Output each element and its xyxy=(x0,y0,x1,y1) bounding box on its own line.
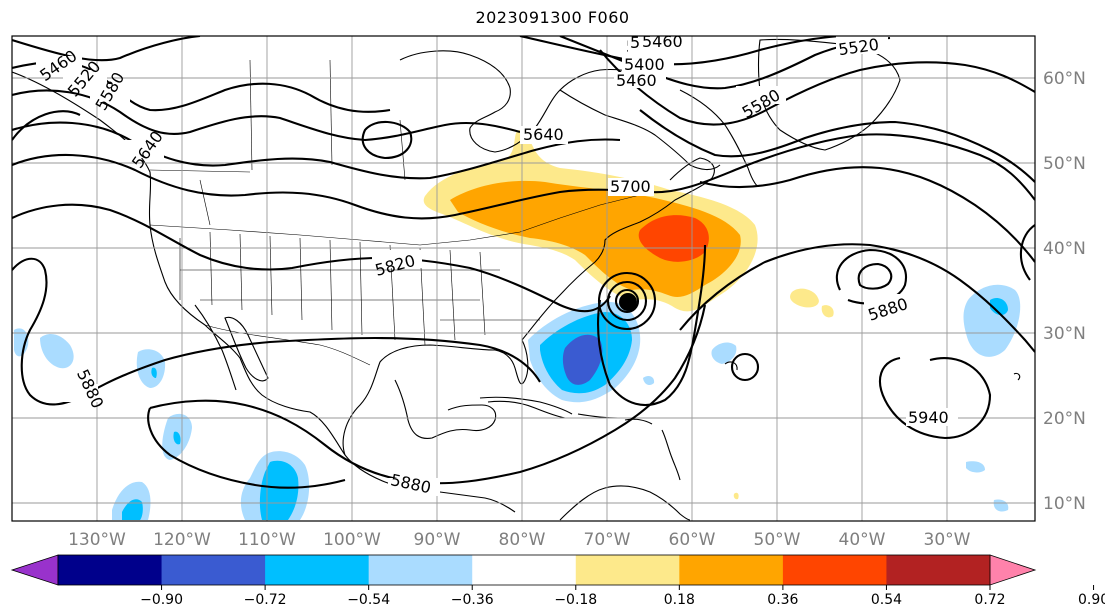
colorbar-cell xyxy=(575,555,680,585)
lon-label: 70°W xyxy=(584,530,631,550)
colorbar-extend-low xyxy=(10,554,59,586)
colorbar-frame xyxy=(57,554,991,586)
contour-label: 5940 xyxy=(908,408,949,427)
lon-label: 50°W xyxy=(754,530,801,550)
contour-label-group: 5460 5520 5580 5640 5700 5820 5880 5940 … xyxy=(36,32,958,497)
map-frame xyxy=(11,35,1036,522)
contour-label: 5460 xyxy=(616,71,657,90)
lat-label: 10°N xyxy=(1043,494,1086,514)
map-title: 2023091300 F060 xyxy=(475,8,630,27)
colorbar-tick-label: −0.72 xyxy=(244,592,287,608)
colorbar-tick-label: −0.90 xyxy=(140,592,183,608)
lon-label: 110°W xyxy=(238,530,296,550)
lon-label: 80°W xyxy=(499,530,546,550)
latitude-axis: 60°N 50°N 40°N 30°N 20°N 10°N xyxy=(1043,69,1086,514)
lat-label: 20°N xyxy=(1043,409,1086,429)
colorbar-tick-label: −0.54 xyxy=(347,592,390,608)
graticule xyxy=(12,36,1035,521)
contour-label: 5460 xyxy=(642,32,683,51)
colorbar: −0.90 −0.72 −0.54 −0.36 −0.18 0.18 0.36 0.54 0.7… xyxy=(10,554,1105,608)
colorbar-cell xyxy=(886,555,991,585)
colorbar-tick-label: 0.36 xyxy=(767,592,798,608)
lon-label: 120°W xyxy=(153,530,211,550)
anomaly-shading xyxy=(14,129,1021,520)
contour-label: 5520 xyxy=(837,35,880,59)
lon-label: 40°W xyxy=(839,530,886,550)
colorbar-cell xyxy=(58,555,163,585)
colorbar-tick-label: 0.18 xyxy=(664,592,695,608)
colorbar-cell xyxy=(782,555,887,585)
lat-label: 30°N xyxy=(1043,324,1086,344)
colorbar-cell xyxy=(472,555,577,585)
height-contours xyxy=(12,36,1035,489)
lat-label: 50°N xyxy=(1043,154,1086,174)
lat-label: 40°N xyxy=(1043,239,1086,259)
colorbar-tick-label: 0.54 xyxy=(871,592,902,608)
lon-label: 60°W xyxy=(669,530,716,550)
contour-label: 5400 xyxy=(624,55,665,74)
colorbar-cell xyxy=(161,555,266,585)
lon-label: 30°W xyxy=(924,530,971,550)
lon-label: 90°W xyxy=(414,530,461,550)
colorbar-cell xyxy=(679,555,784,585)
colorbar-extend-high xyxy=(989,554,1037,586)
colorbar-cell xyxy=(265,555,370,585)
lat-label: 60°N xyxy=(1043,69,1086,89)
map-panel: 5460 5520 5580 5640 5700 5820 5880 5940 … xyxy=(12,32,1035,521)
lon-label: 100°W xyxy=(323,530,381,550)
colorbar-tick-label: 0.72 xyxy=(974,592,1005,608)
colorbar-cell xyxy=(368,555,473,585)
contour-label: 5700 xyxy=(610,177,651,196)
lon-label: 130°W xyxy=(68,530,126,550)
contour-label: 5640 xyxy=(523,125,564,144)
storm-center-marker xyxy=(619,293,637,311)
colorbar-tick-label: −0.36 xyxy=(451,592,494,608)
colorbar-tick-label: −0.18 xyxy=(554,592,597,608)
colorbar-tick-label: 0.90 xyxy=(1078,592,1105,608)
longitude-axis: 130°W 120°W 110°W 100°W 90°W 80°W 70°W 6… xyxy=(68,530,971,550)
